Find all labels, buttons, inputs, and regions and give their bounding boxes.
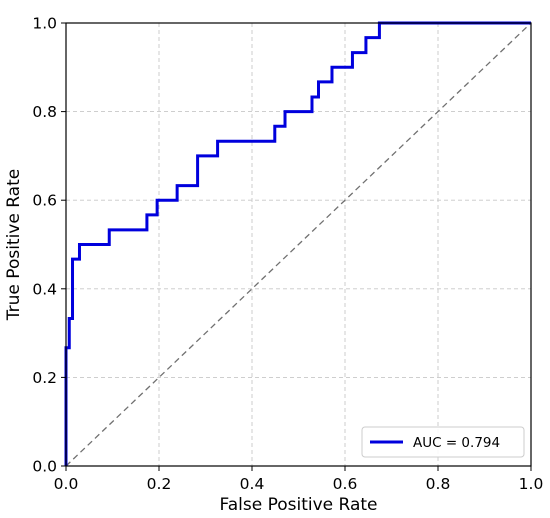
y-axis-label: True Positive Rate	[4, 169, 24, 321]
x-tick-label: 0.2	[147, 475, 172, 493]
y-tick-label: 0.8	[32, 103, 57, 121]
x-tick-label: 0.8	[426, 475, 451, 493]
roc-curve	[64, 21, 531, 466]
y-tick-label: 0.0	[32, 458, 57, 476]
axis-ticks: 0.0 0.2 0.4 0.6 0.8 1.0 0.0 0.2 0.4 0.6 0.8 1.0	[32, 15, 543, 494]
diagonal-line	[65, 22, 532, 467]
x-tick-label: 0.0	[54, 475, 79, 493]
x-axis-label: False Positive Rate	[220, 495, 378, 515]
x-tick-label: 1.0	[519, 475, 544, 493]
y-tick-label: 0.4	[32, 280, 57, 298]
legend-box	[361, 426, 525, 458]
x-tick-label: 0.6	[333, 475, 358, 493]
y-tick-label: 0.2	[32, 369, 57, 387]
y-tick-label: 0.6	[32, 192, 57, 210]
x-tick-label: 0.4	[240, 475, 265, 493]
diagonal-reference-line	[65, 22, 532, 467]
y-tick-label: 1.0	[32, 15, 57, 33]
legend-label-roc: AUC = 0.794	[413, 435, 500, 451]
plot-frame	[65, 22, 532, 467]
roc-line	[64, 21, 531, 466]
legend: AUC = 0.794	[361, 426, 525, 458]
